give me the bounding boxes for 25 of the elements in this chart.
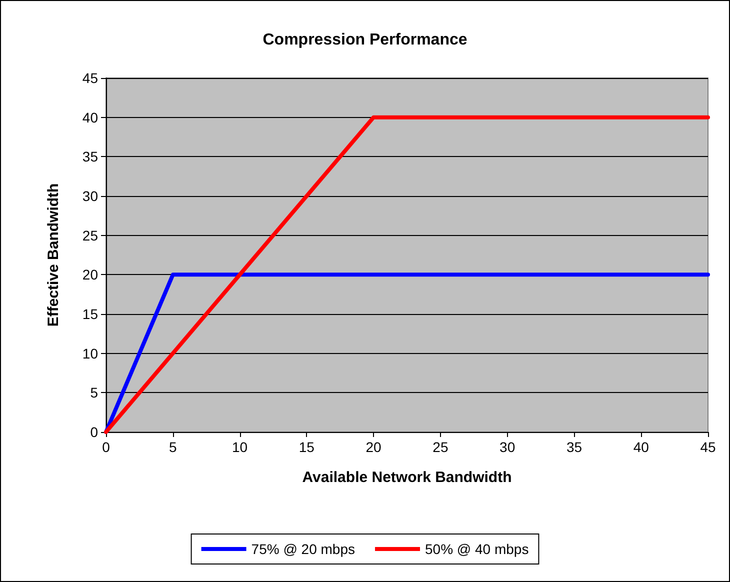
x-tick-label: 30 (500, 439, 516, 455)
x-axis-title: Available Network Bandwidth (302, 469, 512, 486)
x-tick-label: 5 (168, 439, 177, 455)
y-tick-label: 0 (90, 424, 98, 440)
chart-title: Compression Performance (262, 32, 468, 48)
x-tick-label: 20 (366, 439, 382, 455)
x-tick-label: 35 (566, 439, 582, 455)
x-tick-label: 0 (102, 439, 110, 455)
y-tick-label: 30 (82, 188, 98, 204)
x-tick-label: 15 (298, 439, 315, 455)
legend-label: 50% @ 40 mbps (425, 541, 529, 557)
y-tick-label: 35 (82, 148, 98, 165)
y-tick-label: 40 (82, 109, 98, 126)
x-tick-label: 40 (633, 439, 650, 455)
x-tick-label: 25 (432, 439, 448, 455)
y-tick-label: 20 (82, 266, 98, 283)
y-tick-label: 5 (90, 384, 98, 401)
x-tick-label: 10 (232, 439, 248, 455)
legend-label: 75% @ 20 mbps (251, 541, 356, 557)
y-tick-label: 15 (82, 306, 98, 322)
y-tick-label: 45 (82, 70, 98, 86)
y-axis-title: Effective Bandwidth (45, 183, 62, 327)
y-tick-label: 10 (82, 345, 98, 362)
y-tick-label: 25 (82, 227, 98, 244)
x-tick-label: 45 (700, 439, 716, 455)
